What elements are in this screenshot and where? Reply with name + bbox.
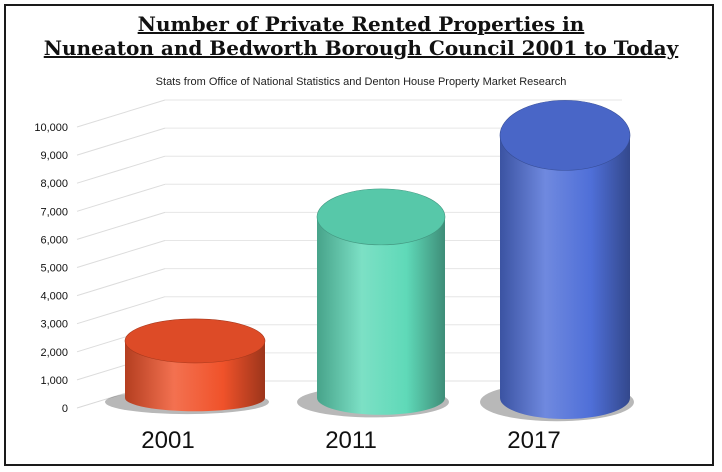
gridline-side [76, 183, 166, 212]
x-category-label: 2011 [325, 427, 377, 454]
bar-top-2017 [499, 100, 631, 171]
gridline-side [76, 99, 166, 128]
y-tick-label: 5,000 [40, 263, 68, 275]
bar-2017 [500, 135, 630, 419]
y-tick-label: 3,000 [40, 319, 68, 331]
y-tick-label: 4,000 [40, 291, 68, 303]
chart-subtitle: Stats from Office of National Statistics… [155, 76, 567, 88]
y-tick-label: 8,000 [40, 178, 68, 190]
gridline-side [76, 268, 166, 297]
y-tick-label: 6,000 [40, 234, 68, 246]
x-category-label: 2017 [507, 427, 560, 454]
x-category-label: 2001 [141, 427, 194, 454]
y-tick-label: 9,000 [40, 150, 68, 162]
y-tick-label: 0 [62, 403, 68, 415]
y-tick-label: 1,000 [40, 375, 68, 387]
gridline-side [76, 296, 166, 325]
gridline-side [76, 240, 166, 268]
gridline-side [76, 155, 166, 184]
bar-top-2011 [316, 188, 446, 246]
title-line-2: Nuneaton and Bedworth Borough Council 20… [43, 36, 679, 60]
chart-title: Number of Private Rented Properties in N… [0, 12, 722, 60]
title-line-1: Number of Private Rented Properties in [137, 12, 585, 36]
y-tick-label: 2,000 [40, 347, 68, 359]
gridline-side [76, 127, 166, 156]
bar-2011 [317, 216, 445, 415]
gridline-side [76, 211, 166, 240]
bar-top-2001 [124, 318, 266, 364]
y-tick-label: 10,000 [34, 122, 68, 134]
y-tick-label: 7,000 [40, 206, 68, 218]
